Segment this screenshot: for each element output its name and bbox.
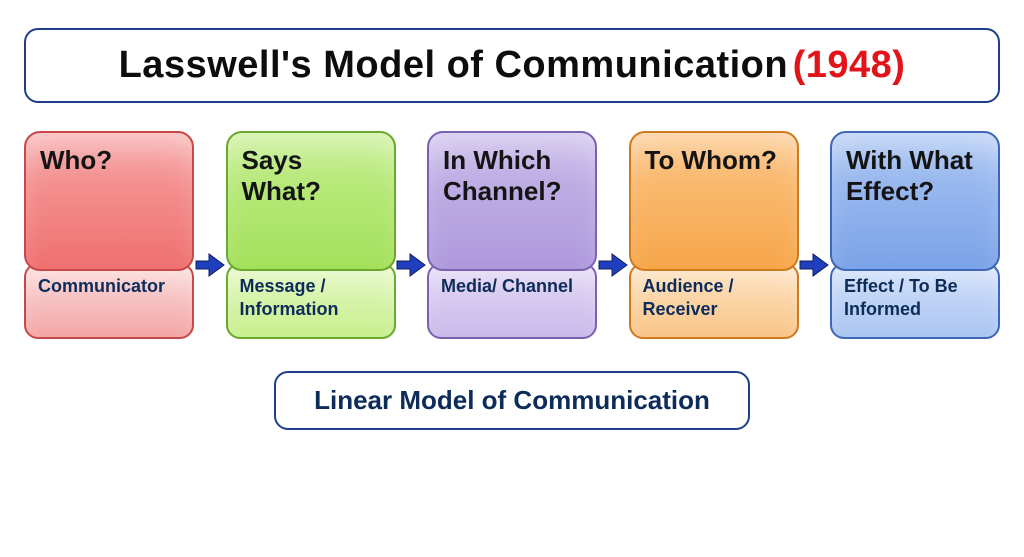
- title-main: Lasswell's Model of Communication: [119, 44, 789, 86]
- flow-row: Who? Communicator Says What? Message / I…: [24, 131, 1000, 339]
- stage-whom: To Whom? Audience / Receiver: [629, 131, 799, 339]
- arrow-right-icon: [396, 250, 426, 280]
- stage-answer: Effect / To Be Informed: [830, 263, 1000, 339]
- title-box: Lasswell's Model of Communication (1948): [24, 28, 1000, 103]
- stage-question: With What Effect?: [830, 131, 1000, 271]
- stage-question: To Whom?: [629, 131, 799, 271]
- arrow-cell: [195, 131, 225, 339]
- arrow-right-icon: [195, 250, 225, 280]
- stage-effect: With What Effect? Effect / To Be Informe…: [830, 131, 1000, 339]
- stage-says-what: Says What? Message / Information: [226, 131, 396, 339]
- arrow-right-icon: [598, 250, 628, 280]
- stage-who: Who? Communicator: [24, 131, 194, 339]
- stage-answer: Communicator: [24, 263, 194, 339]
- subtitle-box: Linear Model of Communication: [274, 371, 750, 430]
- stage-channel: In Which Channel? Media/ Channel: [427, 131, 597, 339]
- arrow-right-icon: [799, 250, 829, 280]
- stage-question: Says What?: [226, 131, 396, 271]
- arrow-cell: [396, 131, 426, 339]
- stage-answer: Message / Information: [226, 263, 396, 339]
- stage-answer: Media/ Channel: [427, 263, 597, 339]
- subtitle-wrap: Linear Model of Communication: [24, 371, 1000, 430]
- stage-question: In Which Channel?: [427, 131, 597, 271]
- stage-answer: Audience / Receiver: [629, 263, 799, 339]
- arrow-cell: [799, 131, 829, 339]
- arrow-cell: [598, 131, 628, 339]
- title-year: (1948): [793, 44, 906, 86]
- stage-question: Who?: [24, 131, 194, 271]
